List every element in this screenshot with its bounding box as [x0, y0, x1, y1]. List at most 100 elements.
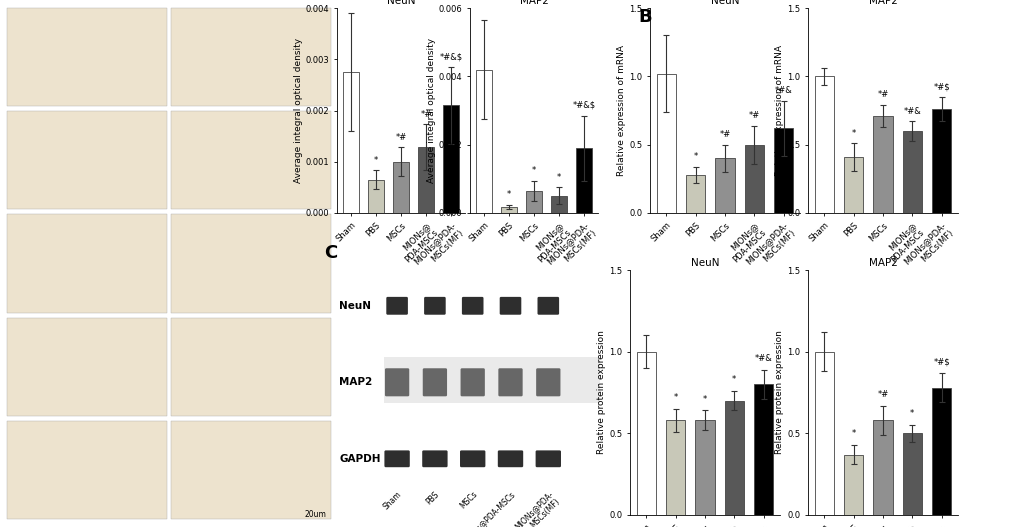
Bar	[931, 387, 951, 515]
Text: GAPDH: GAPDH	[338, 454, 380, 464]
Text: *#: *#	[395, 133, 407, 142]
Text: MSCs: MSCs	[458, 490, 479, 510]
Text: *#: *#	[748, 111, 759, 120]
Bar	[902, 131, 921, 213]
Bar	[714, 158, 734, 213]
FancyBboxPatch shape	[7, 214, 167, 313]
Text: *: *	[851, 429, 855, 438]
Text: *#: *#	[876, 90, 888, 99]
FancyBboxPatch shape	[384, 368, 409, 396]
Bar	[442, 105, 459, 213]
Title: MAP2: MAP2	[868, 258, 897, 268]
Text: *#&$: *#&$	[572, 101, 595, 110]
FancyBboxPatch shape	[7, 111, 167, 209]
Y-axis label: Average integral optical density: Average integral optical density	[426, 38, 435, 183]
Y-axis label: Relative expression of mRNA: Relative expression of mRNA	[774, 45, 784, 176]
Text: *: *	[909, 409, 914, 418]
Y-axis label: Average integral optical density: Average integral optical density	[293, 38, 303, 183]
Title: MAP2: MAP2	[519, 0, 548, 6]
Bar	[383, 357, 599, 403]
Bar	[392, 162, 409, 213]
FancyBboxPatch shape	[7, 7, 167, 106]
FancyBboxPatch shape	[7, 318, 167, 416]
Bar	[773, 128, 793, 213]
Text: *#$: *#$	[932, 357, 949, 366]
Y-axis label: Relative expression of mRNA: Relative expression of mRNA	[616, 45, 626, 176]
Bar	[418, 148, 434, 213]
FancyBboxPatch shape	[422, 451, 447, 467]
FancyBboxPatch shape	[535, 451, 560, 467]
FancyBboxPatch shape	[7, 421, 167, 520]
Text: NeuN: NeuN	[338, 301, 371, 311]
Bar	[844, 455, 862, 515]
Text: *#&$: *#&$	[439, 52, 463, 61]
Text: *#$: *#$	[932, 82, 949, 91]
Text: *: *	[673, 393, 678, 402]
Title: MAP2: MAP2	[868, 0, 897, 6]
FancyBboxPatch shape	[386, 297, 408, 315]
Text: *#&: *#&	[903, 106, 920, 116]
Bar	[902, 433, 921, 515]
FancyBboxPatch shape	[384, 451, 410, 467]
Bar	[872, 420, 892, 515]
Bar	[753, 384, 772, 515]
Bar	[500, 207, 517, 213]
Text: *: *	[693, 152, 697, 161]
Bar	[636, 352, 655, 515]
FancyBboxPatch shape	[170, 111, 331, 209]
FancyBboxPatch shape	[460, 451, 485, 467]
Text: *#: *#	[876, 389, 888, 399]
Text: *#&: *#&	[754, 354, 771, 363]
Text: *#: *#	[420, 110, 431, 119]
FancyBboxPatch shape	[537, 297, 558, 315]
Text: *: *	[702, 395, 706, 404]
Bar	[814, 352, 834, 515]
Bar	[844, 157, 862, 213]
Text: *#&: *#&	[774, 86, 792, 95]
Text: C: C	[324, 245, 337, 262]
Text: 20um: 20um	[305, 511, 326, 520]
Bar	[550, 196, 567, 213]
Bar	[368, 180, 384, 213]
Bar	[342, 72, 359, 213]
FancyBboxPatch shape	[170, 214, 331, 313]
Text: *#: *#	[718, 130, 730, 139]
Bar	[695, 420, 714, 515]
Y-axis label: Relative protein expression: Relative protein expression	[774, 330, 784, 454]
Text: *: *	[556, 173, 560, 182]
FancyBboxPatch shape	[422, 368, 446, 396]
Text: *: *	[374, 155, 378, 165]
Bar	[931, 109, 951, 213]
FancyBboxPatch shape	[497, 451, 523, 467]
FancyBboxPatch shape	[424, 297, 445, 315]
Text: *: *	[531, 166, 536, 175]
FancyBboxPatch shape	[536, 368, 559, 396]
Text: B: B	[637, 8, 651, 26]
FancyBboxPatch shape	[170, 421, 331, 520]
Bar	[872, 116, 892, 213]
Bar	[656, 74, 676, 213]
Bar	[665, 420, 685, 515]
Text: Sham: Sham	[381, 490, 404, 511]
Bar	[686, 175, 704, 213]
FancyBboxPatch shape	[461, 368, 484, 396]
Y-axis label: Relative protein expression: Relative protein expression	[597, 330, 606, 454]
Text: *: *	[732, 375, 736, 384]
Bar	[725, 401, 743, 515]
Text: MAP2: MAP2	[338, 377, 372, 387]
Text: PBS: PBS	[424, 490, 441, 506]
Text: MIONs@PDA-
MSCs(MF): MIONs@PDA- MSCs(MF)	[513, 490, 561, 527]
FancyBboxPatch shape	[462, 297, 483, 315]
Bar	[526, 191, 542, 213]
Title: NeuN: NeuN	[710, 0, 739, 6]
FancyBboxPatch shape	[499, 297, 521, 315]
Text: *: *	[851, 129, 855, 138]
Bar	[744, 145, 763, 213]
Bar	[475, 70, 491, 213]
Bar	[814, 76, 834, 213]
Title: NeuN: NeuN	[690, 258, 718, 268]
FancyBboxPatch shape	[498, 368, 522, 396]
Text: MIONs@PDA-MSCs: MIONs@PDA-MSCs	[460, 490, 517, 527]
FancyBboxPatch shape	[170, 318, 331, 416]
Text: *: *	[506, 190, 511, 199]
